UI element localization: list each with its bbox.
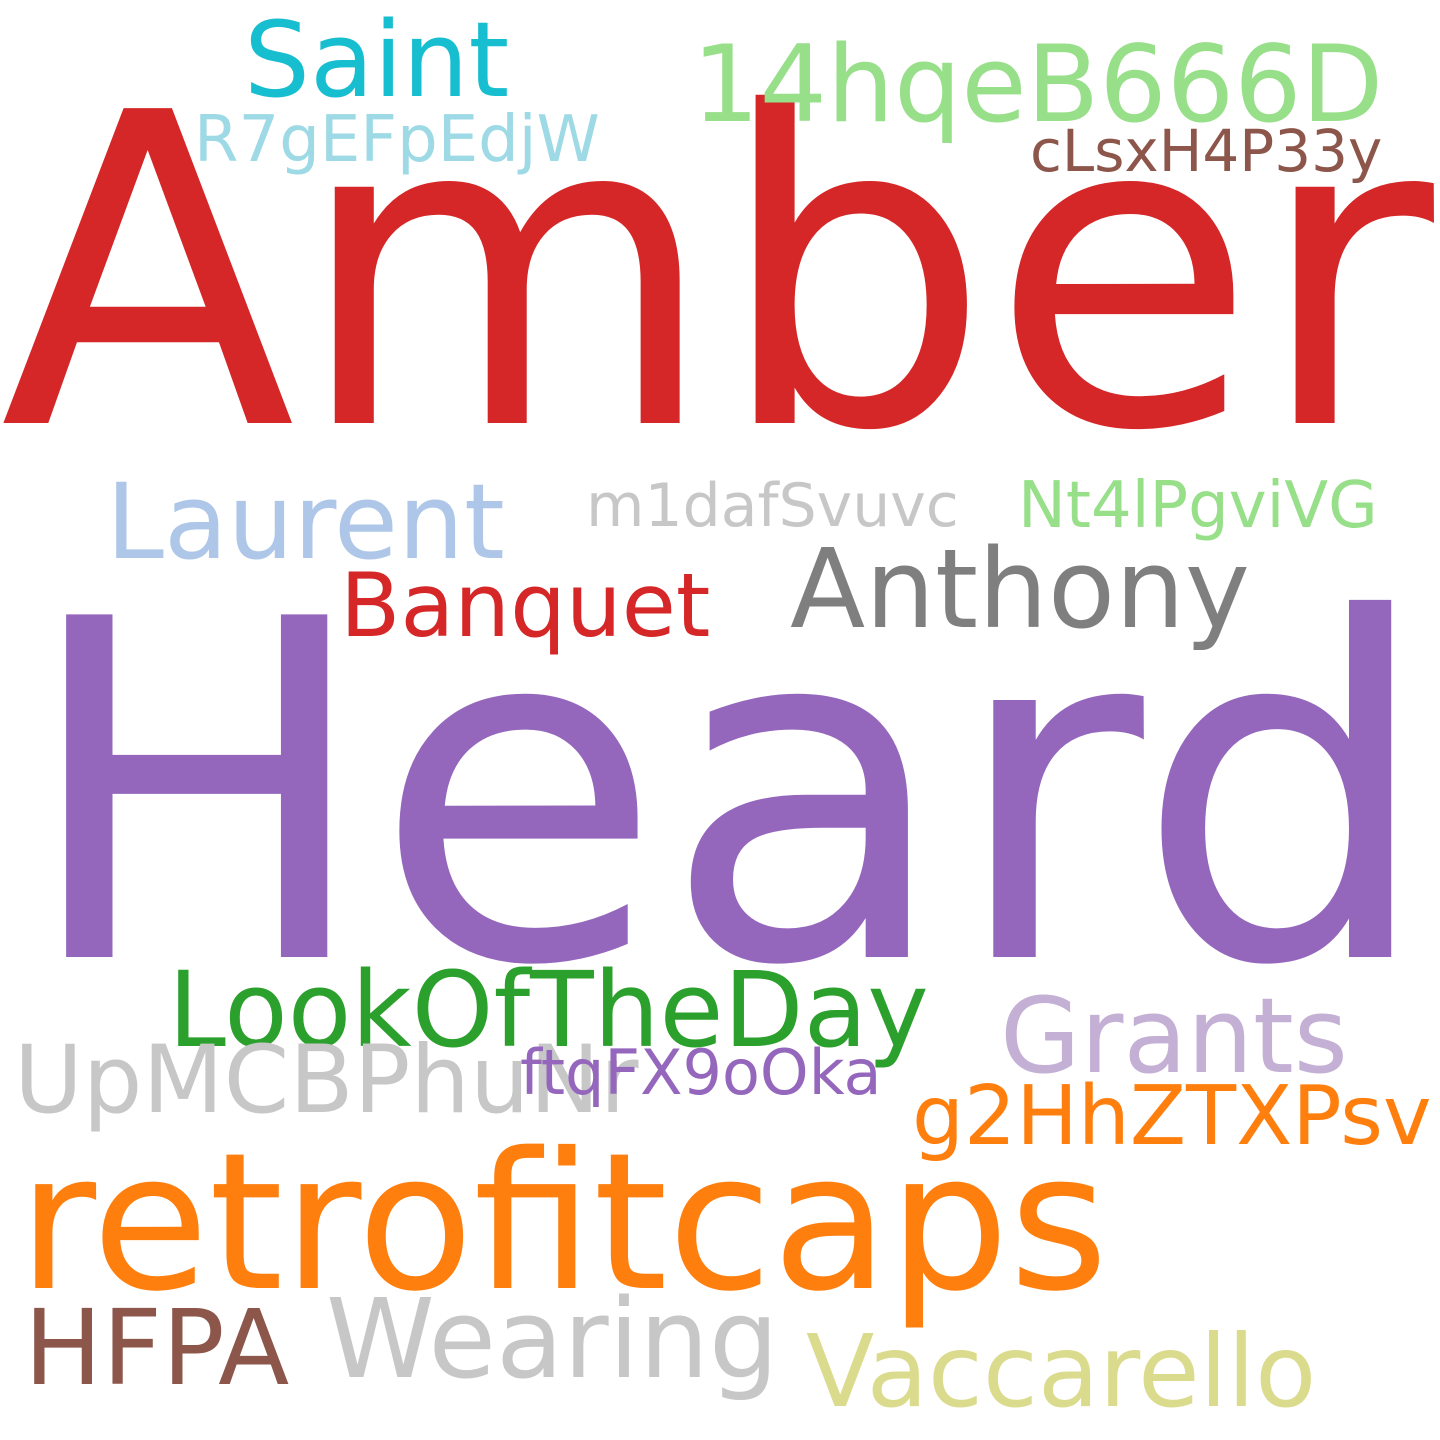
word-amber: Amber <box>0 22 1434 525</box>
word-saint: Saint <box>244 0 510 121</box>
word-lookoftheday: LookOfTheDay <box>168 949 929 1071</box>
word-hfpa: HFPA <box>24 1287 290 1409</box>
word-anthony: Anthony <box>790 525 1250 653</box>
word-m1dafsvuvc: m1dafSvuvc <box>586 471 959 541</box>
word-g2hhztxpsv: g2HhZTXPsv <box>912 1069 1432 1164</box>
word-nt4lpgvivg: Nt4lPgviVG <box>1018 469 1378 543</box>
word-laurent: Laurent <box>106 461 505 583</box>
word-grants: Grants <box>1000 975 1348 1097</box>
word-heard: Heard <box>20 521 1434 1068</box>
word-14hqeb666d: 14hqeB666D <box>692 23 1384 146</box>
word-r7gefpedjw: R7gEFpEdjW <box>194 103 600 177</box>
word-retrofitcaps: retrofitcaps <box>18 1112 1109 1333</box>
word-vaccarello: Vaccarello <box>806 1313 1317 1430</box>
word-wearing: Wearing <box>326 1275 779 1403</box>
word-clsxh4p33y: cLsxH4P33y <box>1030 117 1383 185</box>
word-upmcbphunr: UpMCBPhuNr <box>14 1026 639 1135</box>
word-banquet: Banquet <box>340 554 711 657</box>
word-ftqfx9ooka: ftqFX9oOka <box>520 1036 882 1109</box>
